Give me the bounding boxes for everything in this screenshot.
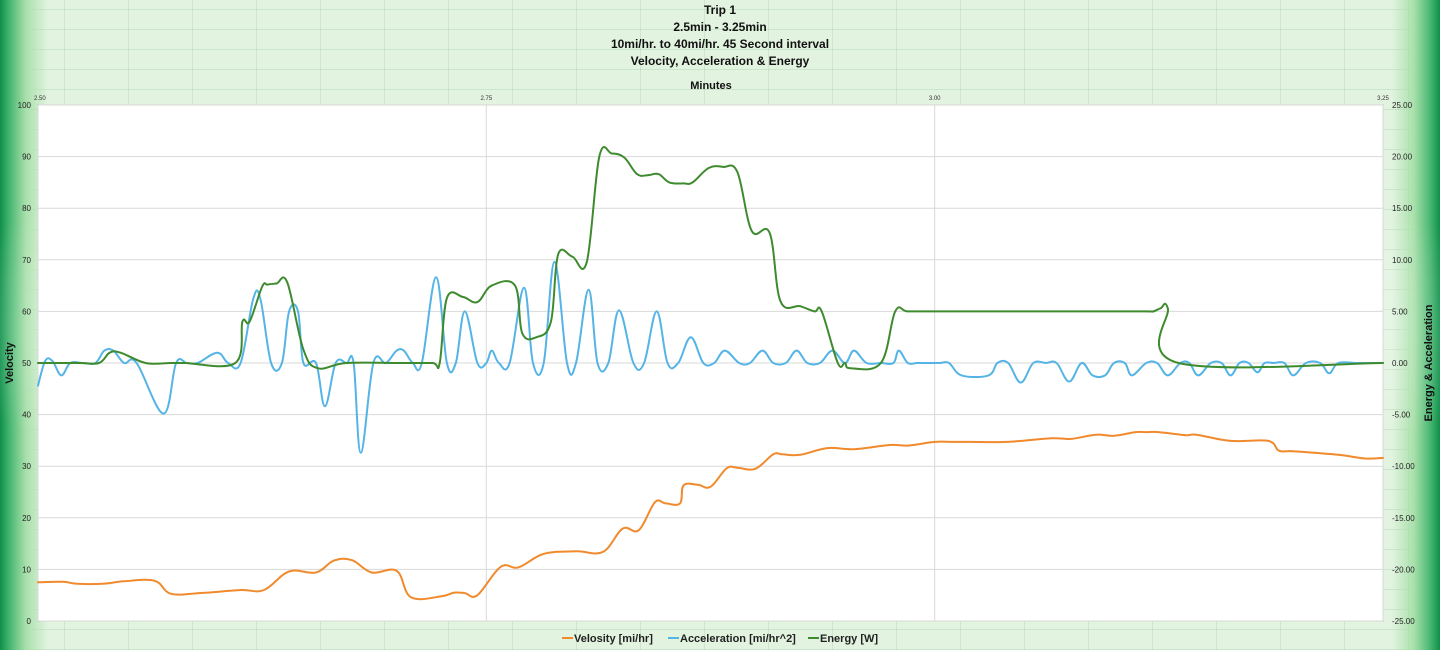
y-tick-label-right: 25.00: [1392, 101, 1413, 110]
x-tick-label: 3.25: [1377, 96, 1389, 102]
y-tick-label-right: 20.00: [1392, 153, 1413, 162]
y-tick-label-right: 5.00: [1392, 307, 1408, 316]
gridlines: [37, 104, 1384, 622]
y-tick-label-left: 0: [27, 617, 32, 626]
x-tick-label: 3.00: [929, 96, 941, 102]
chart-title: Trip 1 2.5min - 3.25min 10mi/hr. to 40mi…: [611, 3, 829, 68]
y-tick-label-right: -5.00: [1392, 411, 1411, 420]
series-line-acceleration: [37, 260, 1384, 454]
chart-title-line: 2.5min - 3.25min: [673, 20, 766, 34]
legend: Velosity [mi/hr] Acceleration [mi/hr^2] En…: [562, 633, 878, 645]
y-axis-title-left: Velocity: [4, 341, 16, 383]
y-tick-label-right: -25.00: [1392, 617, 1415, 626]
y-axis-ticks-left: 0 10 20 30 40 50 60 70 80 90 100: [18, 101, 32, 626]
y-tick-label-right: 15.00: [1392, 204, 1413, 213]
y-tick-label-left: 60: [22, 307, 31, 316]
x-tick-label: 2.75: [480, 96, 492, 102]
y-axis-title-right: Energy & Acceleration: [1423, 304, 1435, 421]
y-tick-label-left: 40: [22, 411, 31, 420]
y-tick-label-left: 100: [18, 101, 32, 110]
y-tick-label-left: 70: [22, 256, 31, 265]
y-tick-label-right: 0.00: [1392, 359, 1408, 368]
y-tick-label-right: -10.00: [1392, 462, 1415, 471]
x-tick-label: 2.50: [34, 96, 46, 102]
legend-label-energy: Energy [W]: [820, 633, 878, 645]
y-tick-label-left: 20: [22, 514, 31, 523]
x-axis-title: Minutes: [690, 80, 732, 92]
y-tick-label-right: 10.00: [1392, 256, 1413, 265]
y-axis-ticks-right: -25.00 -20.00 -15.00 -10.00 -5.00 0.00 5.00 10.…: [1392, 101, 1415, 626]
y-tick-label-left: 10: [22, 565, 31, 574]
y-tick-label-right: -15.00: [1392, 514, 1415, 523]
chart-title-line: Trip 1: [704, 3, 736, 17]
legend-label-acceleration: Acceleration [mi/hr^2]: [680, 633, 796, 645]
y-tick-label-left: 90: [22, 153, 31, 162]
series-line-velocity: [37, 430, 1384, 601]
legend-label-velocity: Velosity [mi/hr]: [574, 633, 653, 645]
y-tick-label-left: 50: [22, 359, 31, 368]
y-tick-label-left: 30: [22, 462, 31, 471]
series-line-energy: [37, 145, 1384, 371]
chart-title-line: 10mi/hr. to 40mi/hr. 45 Second interval: [611, 37, 829, 51]
series-lines: [37, 145, 1384, 601]
y-tick-label-left: 80: [22, 204, 31, 213]
x-axis-ticks: 2.50 2.75 3.00 3.25: [34, 96, 1389, 102]
y-tick-label-right: -20.00: [1392, 565, 1415, 574]
chart-title-line: Velocity, Acceleration & Energy: [631, 54, 810, 68]
